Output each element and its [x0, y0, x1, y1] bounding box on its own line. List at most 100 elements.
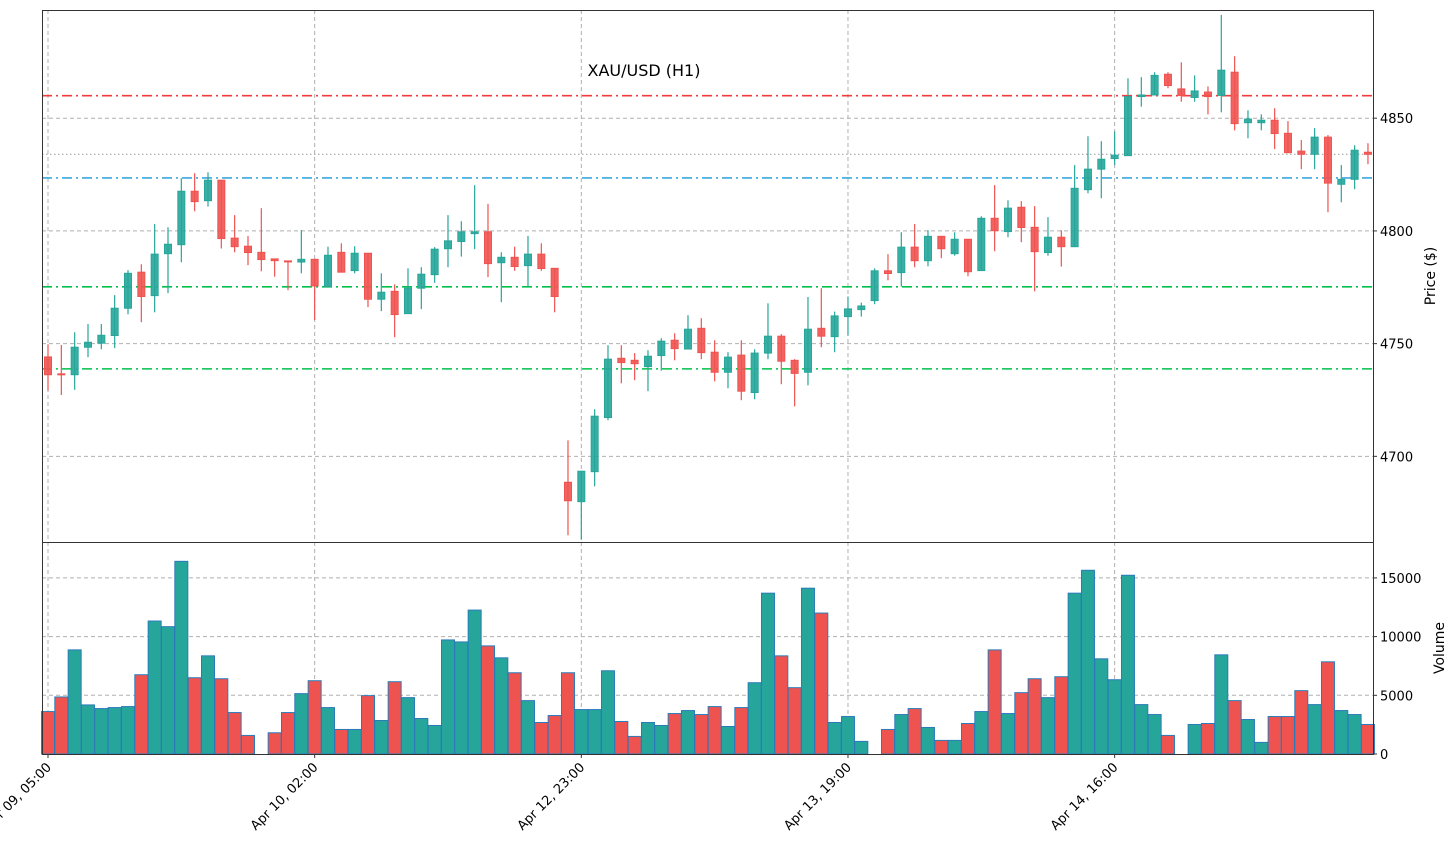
candle-body [1177, 88, 1186, 96]
volume-bar [974, 711, 989, 755]
candle-body [643, 355, 652, 368]
volume-bar [187, 677, 202, 755]
volume-bar [587, 709, 602, 755]
volume-tick-label: 5000 [1380, 689, 1413, 704]
volume-bar [440, 639, 455, 755]
candle-down [1270, 108, 1279, 150]
candle-body [1310, 136, 1319, 155]
volume-bar [41, 711, 55, 755]
candle-up [1070, 165, 1079, 248]
candle-up [870, 268, 879, 305]
volume-bar [1254, 741, 1269, 755]
candle-down [363, 252, 372, 308]
candle-body [510, 256, 519, 268]
volume-bar [1040, 697, 1055, 755]
volume-bar [987, 649, 1002, 755]
candle-up [1083, 136, 1092, 194]
candle-body [910, 246, 919, 262]
candle-down [1323, 135, 1332, 213]
volume-bar [1120, 574, 1135, 755]
candle-up [497, 252, 506, 303]
candle-body [1030, 226, 1039, 253]
candle-down [697, 318, 706, 360]
volume-bar [840, 716, 855, 755]
volume-bar [640, 721, 655, 755]
candle-body [1097, 158, 1106, 170]
candle-body [1110, 154, 1119, 160]
volume-bar [600, 670, 615, 755]
volume-bar [787, 687, 802, 755]
volume-bar [547, 715, 562, 755]
candle-body [883, 270, 892, 275]
candle-up [1337, 165, 1346, 203]
volume-bar [734, 707, 749, 755]
volume-bar [760, 592, 775, 755]
candle-body [657, 340, 666, 357]
candle-down [57, 344, 66, 396]
candle-down [963, 238, 972, 277]
candle-down [243, 236, 252, 266]
candle-body [1137, 94, 1146, 98]
candle-down [1057, 230, 1066, 267]
candle-down [1030, 206, 1039, 292]
candle-down [337, 243, 346, 273]
candle-up [1257, 114, 1266, 131]
candle-body [1190, 90, 1199, 98]
candle-body [803, 328, 812, 373]
candle-body [830, 315, 839, 338]
candle-body [270, 258, 279, 262]
volume-bar [307, 680, 322, 755]
volume-bar [614, 720, 629, 755]
candle-body [1230, 71, 1239, 125]
candle-body [1070, 187, 1079, 248]
volume-bar [747, 682, 762, 755]
candle-body [683, 328, 692, 350]
candle-down [137, 264, 146, 323]
candle-up [1150, 72, 1159, 96]
candle-down [563, 440, 572, 536]
candle-up [577, 470, 586, 540]
candle-body [70, 346, 79, 376]
candle-body [817, 327, 826, 337]
candle-down [737, 340, 746, 401]
candle-body [1123, 96, 1132, 157]
candle-up [350, 246, 359, 274]
candle-body [923, 235, 932, 262]
candle-up [1310, 128, 1319, 170]
candle-body [990, 217, 999, 232]
volume-bar [147, 620, 162, 755]
candle-body [977, 217, 986, 272]
candle-up [857, 302, 866, 317]
candle-down [883, 254, 892, 281]
volume-bar [494, 657, 509, 755]
candle-body [843, 308, 852, 318]
volume-bar [454, 641, 469, 755]
candle-up [443, 215, 452, 268]
candle-body [737, 354, 746, 392]
candle-up [1003, 200, 1012, 238]
candle-body [1270, 119, 1279, 135]
volume-bar [1134, 704, 1149, 755]
price-tick-label: 4850 [1380, 112, 1413, 127]
volume-tick-label: 10000 [1380, 631, 1421, 646]
candle-down [1017, 201, 1026, 243]
candle-down [283, 260, 292, 291]
volume-bar [1347, 714, 1362, 755]
volume-bar [827, 721, 842, 755]
candle-up [977, 216, 986, 272]
candle-down [1163, 72, 1172, 89]
candle-body [323, 254, 332, 288]
candle-body [283, 260, 292, 263]
candle-down [630, 353, 639, 381]
volume-bar [374, 720, 389, 755]
candle-body [337, 251, 346, 273]
candle-up [110, 295, 119, 349]
volume-bar [480, 645, 495, 755]
candle-down [910, 223, 919, 268]
candle-up [430, 247, 439, 283]
volume-bar [707, 706, 722, 755]
candle-down [937, 235, 946, 259]
volume-bar [67, 649, 82, 755]
candle-body [937, 235, 946, 250]
volume-bar [360, 695, 375, 755]
